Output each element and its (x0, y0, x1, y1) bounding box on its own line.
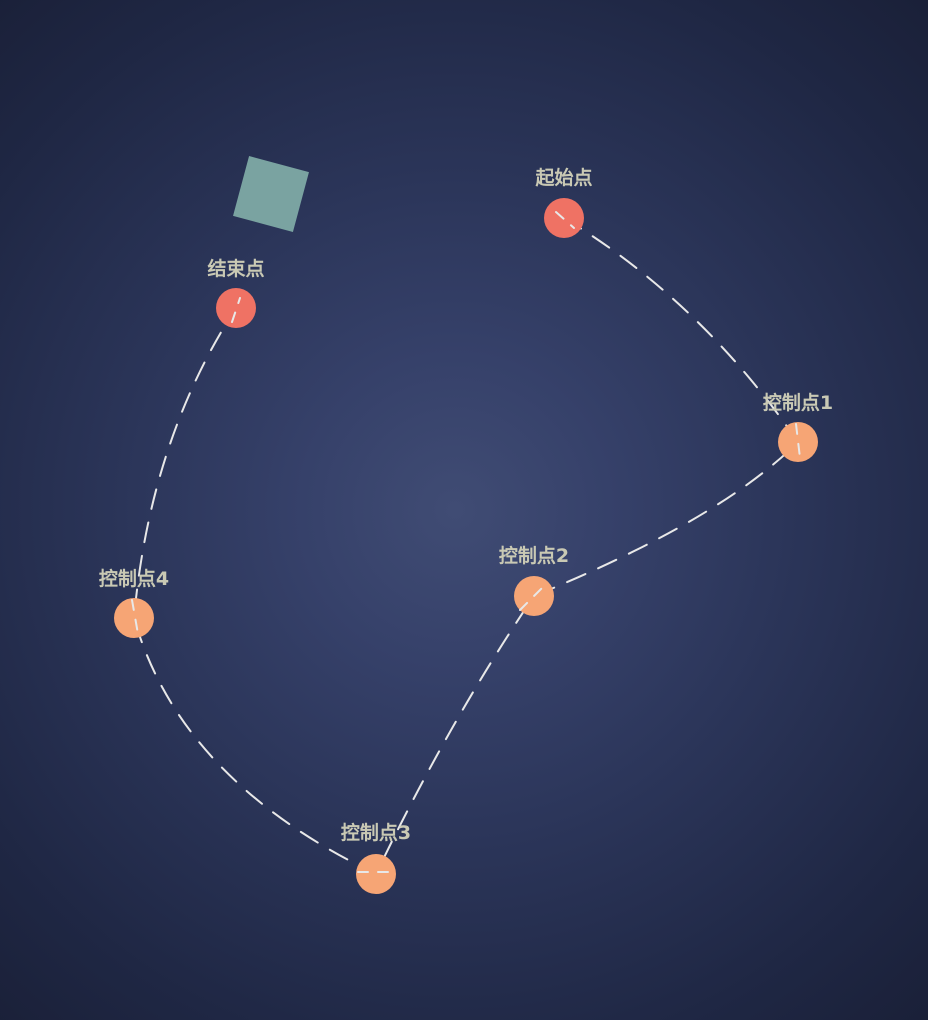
control-point-1-label: 控制点1 (763, 391, 833, 414)
control-point-4-marker[interactable] (114, 598, 154, 638)
control-point-4-label: 控制点4 (99, 567, 169, 590)
control-point-3-marker[interactable] (356, 854, 396, 894)
control-point-3-label: 控制点3 (341, 821, 411, 844)
point-start[interactable]: 起始点 (534, 166, 593, 238)
start-point-label: 起始点 (534, 166, 592, 189)
point-end[interactable]: 结束点 (207, 257, 265, 328)
point-control-4[interactable]: 控制点4 (99, 567, 169, 638)
end-point-label: 结束点 (207, 257, 264, 280)
path-overlay-segment (131, 211, 801, 873)
moving-square (233, 156, 309, 232)
point-control-2[interactable]: 控制点2 (499, 544, 569, 616)
end-point-marker[interactable] (216, 288, 256, 328)
point-control-3[interactable]: 控制点3 (341, 821, 411, 894)
point-control-1[interactable]: 控制点1 (763, 391, 833, 462)
control-point-2-label: 控制点2 (499, 544, 569, 567)
dashed-motion-path (132, 217, 800, 876)
control-point-1-marker[interactable] (778, 422, 818, 462)
